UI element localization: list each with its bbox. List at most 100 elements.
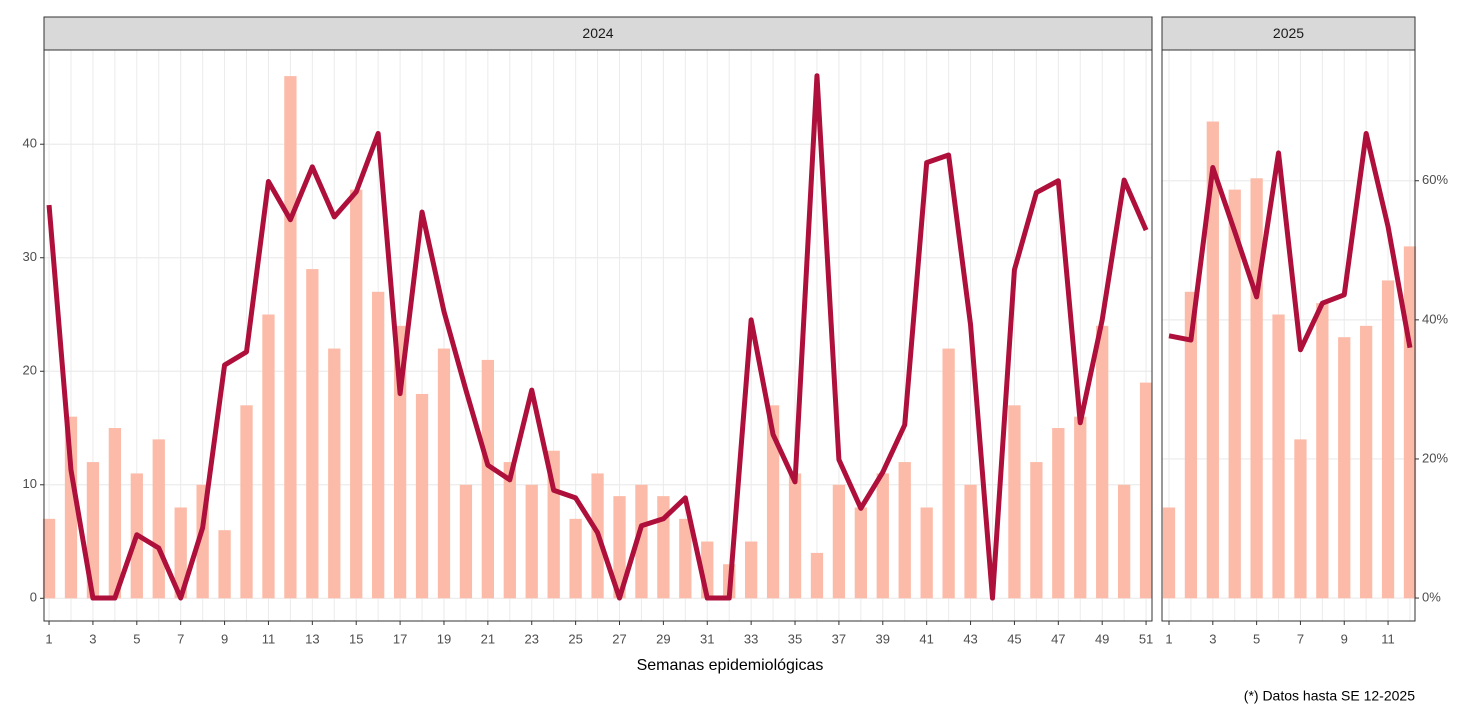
panel-border: [1161, 49, 1416, 622]
bar: [1272, 314, 1285, 599]
bar: [415, 393, 429, 599]
x-tick-label: 11: [262, 631, 276, 646]
bar: [679, 518, 692, 599]
bar: [613, 496, 626, 599]
bar: [350, 189, 363, 599]
x-axis-label: Semanas epidemiológicas: [637, 657, 824, 674]
bar: [569, 518, 582, 599]
x-tick-label: 1: [45, 631, 52, 646]
line: [1168, 130, 1413, 353]
bar: [942, 348, 955, 599]
bar: [525, 484, 538, 599]
x-tick-label: 5: [133, 631, 140, 646]
x-tick-label: 15: [349, 631, 363, 646]
bar: [393, 325, 407, 599]
x-tick-label: 5: [1253, 631, 1260, 646]
bar: [810, 552, 824, 599]
bar: [42, 518, 56, 599]
caption: (*) Datos hasta SE 12-2025: [1244, 688, 1415, 704]
bar: [1294, 439, 1307, 599]
bar: [437, 348, 451, 599]
x-tick-label: 3: [1209, 631, 1216, 646]
bar: [1206, 121, 1219, 599]
bar: [1360, 325, 1373, 599]
bar: [1008, 405, 1021, 599]
bar: [876, 473, 889, 599]
x-tick-label: 51: [1139, 631, 1153, 646]
bar: [1403, 246, 1417, 599]
bar: [1096, 325, 1109, 599]
bar: [328, 348, 341, 599]
bar: [86, 462, 100, 599]
bar: [1162, 507, 1176, 599]
x-tick-label: 11: [1381, 631, 1395, 646]
x-tick-label: 27: [612, 631, 626, 646]
bar: [1184, 291, 1198, 599]
y-tick-label: 0: [30, 590, 37, 605]
bar: [240, 405, 253, 599]
y2-tick-label: 0%: [1422, 589, 1441, 604]
panel-border: [43, 49, 1153, 622]
x-tick-label: 1: [1165, 631, 1172, 646]
bar: [503, 462, 516, 599]
x-tick-label: 45: [1007, 631, 1021, 646]
bar: [1052, 428, 1065, 599]
bar: [174, 507, 187, 599]
bar: [284, 76, 297, 599]
bar: [1250, 178, 1263, 599]
bar: [1074, 416, 1087, 599]
y-tick-label: 10: [23, 476, 37, 491]
strip-title: 2024: [582, 25, 613, 41]
bar: [306, 269, 319, 599]
x-tick-label: 43: [963, 631, 977, 646]
bar: [1338, 337, 1351, 599]
bar: [1030, 462, 1043, 599]
bar: [745, 541, 758, 599]
bar: [262, 314, 275, 599]
x-tick-label: 9: [1341, 631, 1348, 646]
x-tick-label: 19: [437, 631, 451, 646]
y-tick-label: 30: [23, 249, 37, 264]
bar: [372, 291, 385, 599]
bar: [920, 507, 933, 599]
x-tick-label: 31: [700, 631, 714, 646]
bar: [1316, 303, 1329, 599]
x-tick-label: 25: [568, 631, 582, 646]
strip-title: 2025: [1273, 25, 1304, 41]
bar: [1117, 484, 1131, 599]
bar: [218, 530, 231, 599]
x-tick-label: 21: [481, 631, 495, 646]
y2-tick-label: 60%: [1422, 172, 1448, 187]
bar: [459, 484, 473, 599]
x-tick-label: 39: [876, 631, 890, 646]
bar: [1381, 280, 1395, 599]
bar: [964, 484, 977, 599]
x-tick-label: 17: [393, 631, 407, 646]
x-tick-label: 3: [89, 631, 96, 646]
y-tick-label: 20: [23, 363, 37, 378]
bar: [788, 473, 802, 599]
y-tick-label: 40: [23, 136, 37, 151]
bar: [635, 484, 648, 599]
bar: [766, 405, 780, 599]
x-tick-label: 13: [305, 631, 319, 646]
bar: [108, 428, 122, 599]
bar: [1228, 189, 1241, 599]
y2-tick-label: 40%: [1422, 311, 1448, 326]
x-tick-label: 7: [1297, 631, 1304, 646]
line: [46, 73, 1149, 601]
y2-tick-label: 20%: [1422, 450, 1448, 465]
bar: [832, 484, 846, 599]
strip: [1161, 16, 1416, 51]
bar: [1139, 382, 1153, 599]
x-tick-label: 49: [1095, 631, 1109, 646]
x-tick-label: 23: [525, 631, 539, 646]
bar: [898, 462, 911, 599]
panel: [1162, 50, 1415, 621]
x-tick-label: 7: [177, 631, 184, 646]
x-tick-label: 35: [788, 631, 802, 646]
x-tick-label: 47: [1051, 631, 1065, 646]
x-tick-label: 37: [832, 631, 846, 646]
